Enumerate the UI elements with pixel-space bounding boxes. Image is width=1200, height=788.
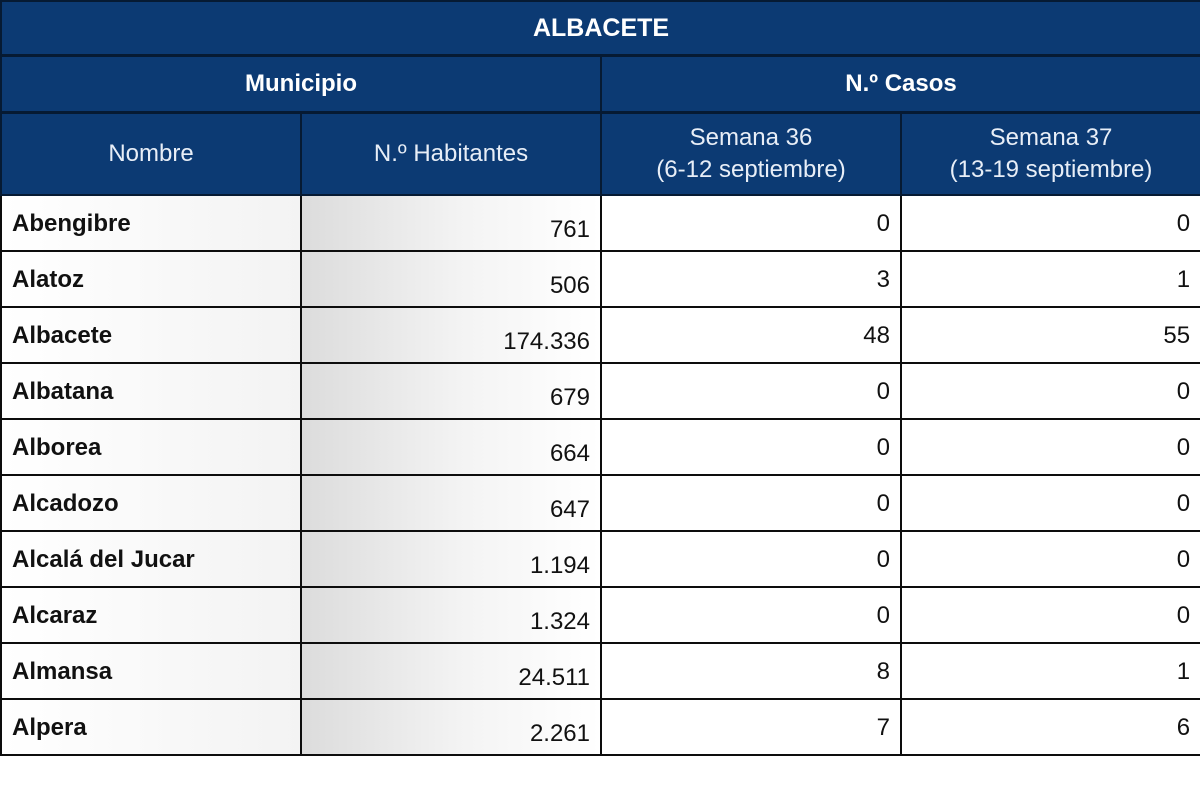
cell-nombre: Almansa xyxy=(0,642,302,700)
cell-nombre: Alatoz xyxy=(0,250,302,308)
cell-habitantes: 506 xyxy=(300,250,602,308)
cell-semana36: 48 xyxy=(600,306,902,364)
cell-semana37: 6 xyxy=(899,698,1200,756)
table-row: Almansa 24.511 8 1 xyxy=(0,642,1200,700)
title-row: ALBACETE xyxy=(0,0,1200,57)
cell-habitantes: 679 xyxy=(300,362,602,420)
table-row: Alcalá del Jucar 1.194 0 0 xyxy=(0,530,1200,588)
column-header-nombre: Nombre xyxy=(0,111,302,196)
table-row: Albatana 679 0 0 xyxy=(0,362,1200,420)
column-header-semana37: Semana 37 (13-19 septiembre) xyxy=(899,111,1200,196)
table-row: Alcadozo 647 0 0 xyxy=(0,474,1200,532)
table-row: Abengibre 761 0 0 xyxy=(0,194,1200,252)
cell-semana36: 8 xyxy=(600,642,902,700)
cell-semana37: 0 xyxy=(899,194,1200,252)
cell-habitantes: 2.261 xyxy=(300,698,602,756)
cell-nombre: Alcadozo xyxy=(0,474,302,532)
semana37-label: Semana 37 xyxy=(989,124,1113,151)
semana36-dates: (6-12 septiembre) xyxy=(656,156,846,183)
cell-semana37: 1 xyxy=(899,642,1200,700)
semana37-dates: (13-19 septiembre) xyxy=(949,156,1153,183)
table-row: Alborea 664 0 0 xyxy=(0,418,1200,476)
cell-habitantes: 761 xyxy=(300,194,602,252)
cell-habitantes: 24.511 xyxy=(300,642,602,700)
cell-habitantes: 174.336 xyxy=(300,306,602,364)
cell-habitantes: 1.194 xyxy=(300,530,602,588)
table-row: Alpera 2.261 7 6 xyxy=(0,698,1200,756)
table-row: Albacete 174.336 48 55 xyxy=(0,306,1200,364)
cell-semana37: 0 xyxy=(899,586,1200,644)
cell-nombre: Alcalá del Jucar xyxy=(0,530,302,588)
cell-nombre: Albatana xyxy=(0,362,302,420)
cell-nombre: Alcaraz xyxy=(0,586,302,644)
cell-nombre: Alpera xyxy=(0,698,302,756)
group-header-casos: N.º Casos xyxy=(599,54,1200,114)
column-header-habitantes: N.º Habitantes xyxy=(300,111,602,196)
cell-semana36: 0 xyxy=(600,418,902,476)
cell-habitantes: 664 xyxy=(300,418,602,476)
table-row: Alatoz 506 3 1 xyxy=(0,250,1200,308)
column-header-semana36: Semana 36 (6-12 septiembre) xyxy=(600,111,902,196)
cell-semana37: 55 xyxy=(899,306,1200,364)
semana36-label: Semana 36 xyxy=(689,124,813,151)
cell-semana36: 0 xyxy=(600,586,902,644)
cell-nombre: Albacete xyxy=(0,306,302,364)
cell-semana36: 7 xyxy=(600,698,902,756)
cell-semana36: 0 xyxy=(600,362,902,420)
cell-semana37: 1 xyxy=(899,250,1200,308)
cell-semana36: 0 xyxy=(600,530,902,588)
group-header-municipio: Municipio xyxy=(0,54,602,114)
cell-semana36: 0 xyxy=(600,474,902,532)
table-body: Abengibre 761 0 0 Alatoz 506 3 1 Albacete 174.336… xyxy=(0,194,1200,756)
cell-semana37: 0 xyxy=(899,474,1200,532)
group-header-row: Municipio N.º Casos xyxy=(0,54,1200,114)
table-row: Alcaraz 1.324 0 0 xyxy=(0,586,1200,644)
cell-semana37: 0 xyxy=(899,530,1200,588)
cell-semana37: 0 xyxy=(899,418,1200,476)
cell-nombre: Alborea xyxy=(0,418,302,476)
cell-semana36: 3 xyxy=(600,250,902,308)
cell-semana36: 0 xyxy=(600,194,902,252)
cell-nombre: Abengibre xyxy=(0,194,302,252)
table-title: ALBACETE xyxy=(0,0,1200,57)
cell-habitantes: 647 xyxy=(300,474,602,532)
cell-habitantes: 1.324 xyxy=(300,586,602,644)
cell-semana37: 0 xyxy=(899,362,1200,420)
municipality-cases-table: ALBACETE Municipio N.º Casos Nombre N.º … xyxy=(0,0,1200,756)
column-header-row: Nombre N.º Habitantes Semana 36 (6-12 se… xyxy=(0,111,1200,196)
